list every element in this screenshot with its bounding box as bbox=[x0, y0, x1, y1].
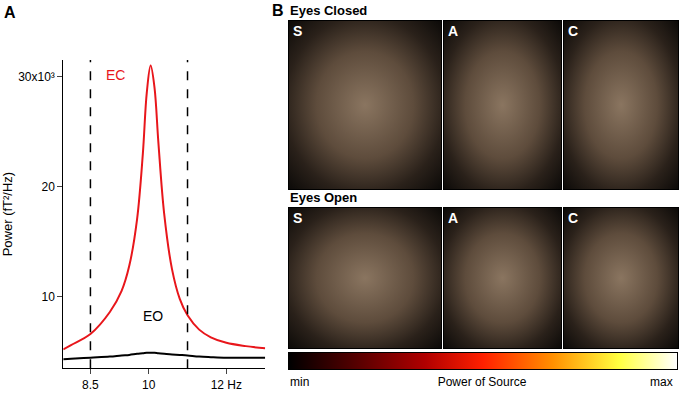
html-text:S: S bbox=[293, 210, 303, 226]
svg-text:10: 10 bbox=[41, 290, 55, 304]
html-text:S: S bbox=[293, 23, 303, 39]
svg-text:A: A bbox=[4, 4, 16, 21]
html-text:A: A bbox=[448, 23, 459, 39]
html-text:B: B bbox=[272, 2, 284, 19]
html-text:Power of Source: Power of Source bbox=[437, 375, 527, 389]
svg-text:EC: EC bbox=[106, 67, 125, 83]
svg-text:8.5: 8.5 bbox=[82, 378, 99, 392]
svg-text:Power (fT²/Hz): Power (fT²/Hz) bbox=[0, 172, 15, 257]
svg-text:20: 20 bbox=[41, 180, 55, 194]
html-text:A: A bbox=[448, 210, 459, 226]
html-text:C: C bbox=[568, 23, 579, 39]
html-text:Eyes Open: Eyes Open bbox=[290, 190, 358, 205]
svg-text:10: 10 bbox=[142, 378, 156, 392]
svg-text:12 Hz: 12 Hz bbox=[211, 378, 242, 392]
html-text:C: C bbox=[568, 210, 579, 226]
html-text:Eyes Closed: Eyes Closed bbox=[290, 3, 368, 18]
svg-text:30x10³: 30x10³ bbox=[18, 70, 55, 84]
svg-text:EO: EO bbox=[143, 308, 163, 324]
html-text:max: max bbox=[650, 375, 673, 389]
html-text:min: min bbox=[290, 375, 310, 389]
